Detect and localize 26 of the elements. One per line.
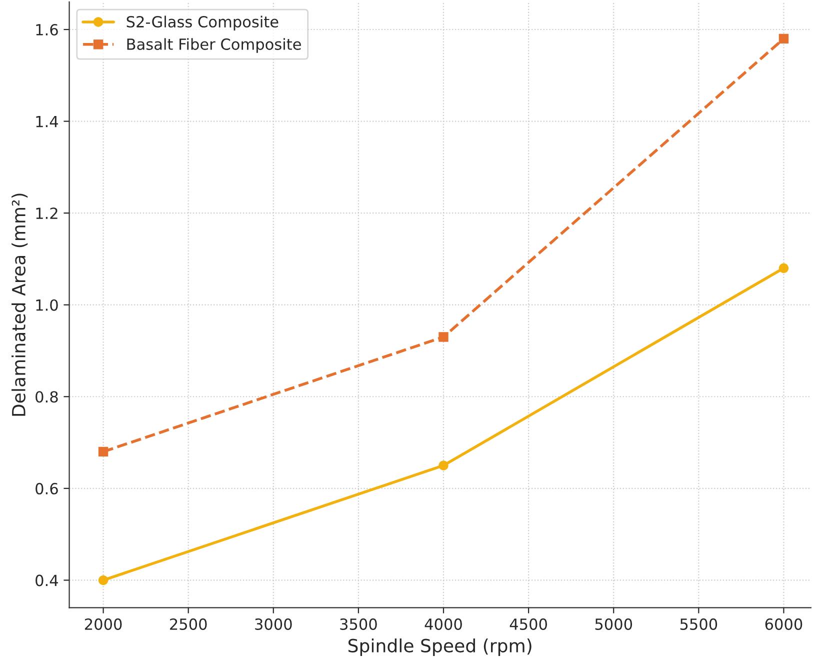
x-tick-label: 2500 bbox=[170, 618, 207, 630]
y-tick-label: 0.4 bbox=[36, 574, 58, 586]
point bbox=[438, 332, 448, 342]
point bbox=[98, 575, 108, 586]
point bbox=[778, 263, 789, 273]
x-tick-label: 4000 bbox=[424, 618, 462, 630]
y-tick-label: 1.0 bbox=[36, 299, 58, 311]
x-tick-label: 4500 bbox=[510, 618, 547, 630]
y-tick-label: 1.4 bbox=[36, 116, 58, 128]
x-axis-title: Spindle Speed (rpm) bbox=[348, 638, 532, 656]
point bbox=[438, 460, 448, 470]
y-tick-label: 0.8 bbox=[36, 391, 58, 403]
x-tick-label: 2000 bbox=[84, 618, 122, 630]
x-tick-label: 5000 bbox=[595, 618, 632, 630]
legend-label: Basalt Fiber Composite bbox=[127, 38, 301, 53]
y-tick-label: 0.6 bbox=[36, 482, 58, 494]
point bbox=[98, 446, 108, 457]
x-tick-label: 6000 bbox=[765, 618, 802, 630]
y-axis-title: Delaminated Area (mm²) bbox=[12, 194, 28, 416]
x-tick-label: 5500 bbox=[680, 618, 718, 630]
x-tick-label: 3000 bbox=[255, 618, 292, 630]
point bbox=[778, 34, 789, 44]
y-tick-label: 1.6 bbox=[36, 24, 58, 36]
x-tick-label: 3500 bbox=[340, 618, 377, 630]
y-tick-label: 1.2 bbox=[36, 208, 58, 219]
legend-label: S2-Glass Composite bbox=[126, 16, 278, 31]
